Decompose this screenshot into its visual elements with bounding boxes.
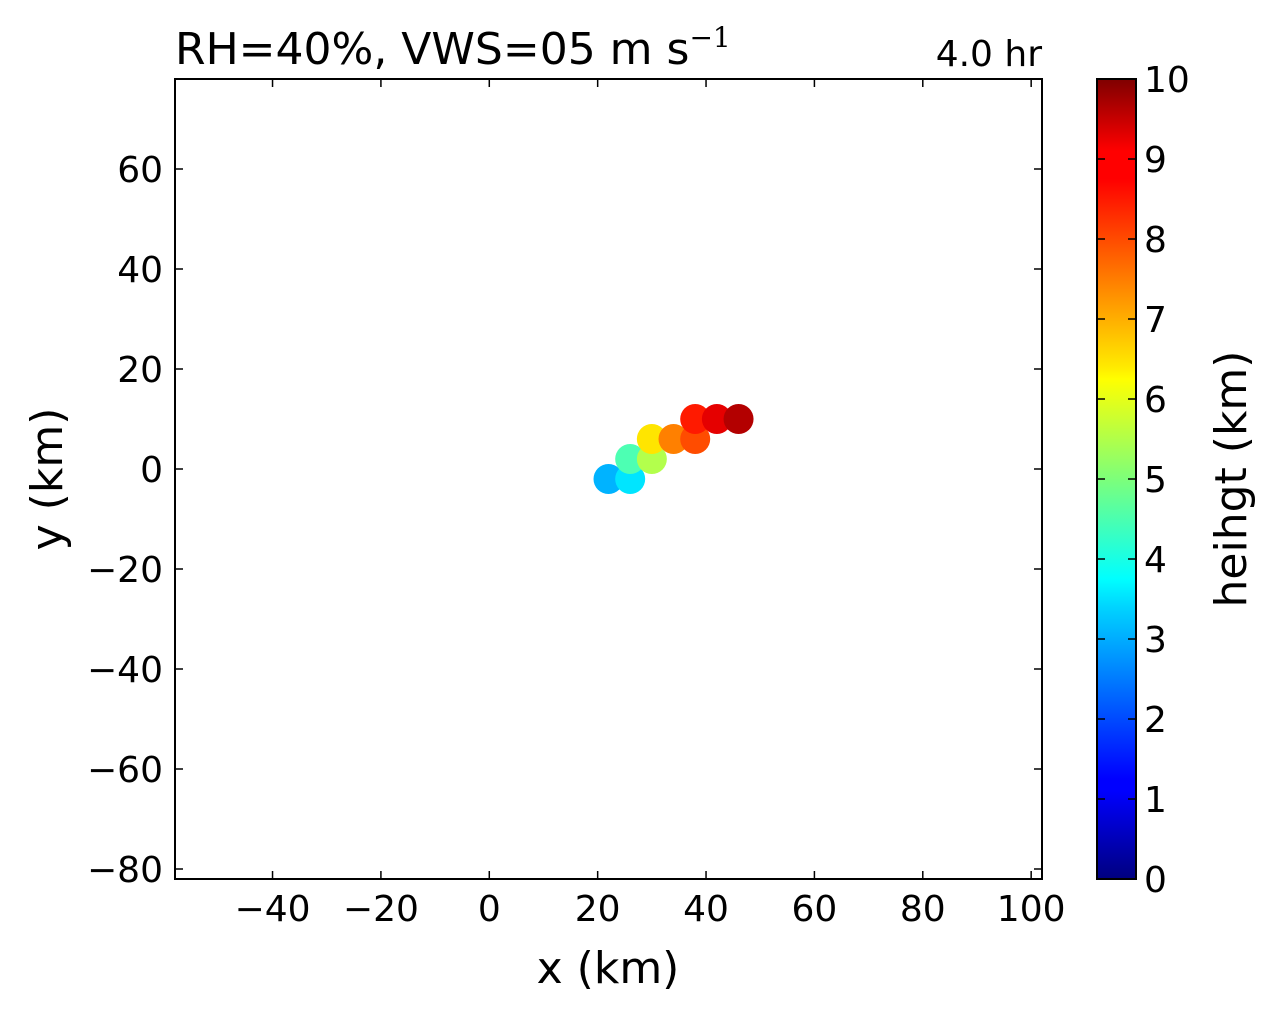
colorbar-label: heihgt (km) (1206, 351, 1257, 608)
colorbar-tick-label: 2 (1144, 700, 1167, 741)
data-point (658, 424, 689, 454)
y-axis-label: y (km) (22, 408, 73, 551)
y-tick-label: 60 (117, 150, 163, 191)
y-tick-label: −60 (87, 750, 163, 791)
colorbar-tick-label: 9 (1144, 140, 1167, 181)
x-tick-label: −40 (235, 889, 311, 930)
chart-title: RH=40%, VWS=05 m s−1 (175, 21, 731, 75)
colorbar-tick-label: 6 (1144, 380, 1167, 421)
x-tick-label: 0 (478, 889, 501, 930)
x-tick-label: 100 (997, 889, 1066, 930)
data-point (636, 424, 667, 454)
y-tick-label: 20 (117, 350, 163, 391)
x-tick-label: 40 (683, 889, 729, 930)
data-point (723, 404, 754, 434)
y-tick-label: −40 (87, 650, 163, 691)
colorbar-tick-label: 5 (1144, 460, 1167, 501)
data-point (680, 404, 711, 434)
plot-frame (174, 78, 1043, 880)
x-tick-label: 20 (575, 889, 621, 930)
y-tick-label: 40 (117, 250, 163, 291)
colorbar-tick-label: 4 (1144, 540, 1167, 581)
x-tick-label: 80 (900, 889, 946, 930)
x-tick-label: −20 (343, 889, 419, 930)
colorbar-tick-label: 7 (1144, 300, 1167, 341)
colorbar-ticks: 0 1 2 3 4 5 6 7 8 9 10 (1097, 60, 1190, 901)
y-tick-label: −20 (87, 550, 163, 591)
y-tick-label: 0 (140, 450, 163, 491)
data-point (701, 404, 732, 434)
points-layer (593, 404, 754, 494)
x-tick-label: 60 (792, 889, 838, 930)
colorbar-tick-label: 8 (1144, 220, 1167, 261)
y-tick-label: −80 (87, 850, 163, 891)
colorbar-tick-label: 1 (1144, 780, 1167, 821)
plot-area: −40 −20 0 20 40 60 80 100 −80 −60 −40 −20 0 20 40 60 (87, 78, 1066, 930)
time-label: 4.0 hr (936, 34, 1043, 75)
colorbar-tick-label: 0 (1144, 860, 1167, 901)
data-point (593, 464, 624, 494)
x-ticks: −40 −20 0 20 40 60 80 100 (235, 79, 1066, 930)
colorbar-tick-label: 10 (1144, 60, 1190, 101)
x-axis-label: x (km) (537, 943, 680, 994)
data-point (615, 444, 646, 474)
colorbar: 0 1 2 3 4 5 6 7 8 9 10 heihgt (km) (1096, 60, 1257, 901)
colorbar-tick-label: 3 (1144, 620, 1167, 661)
y-ticks: −80 −60 −40 −20 0 20 40 60 (87, 150, 1042, 891)
